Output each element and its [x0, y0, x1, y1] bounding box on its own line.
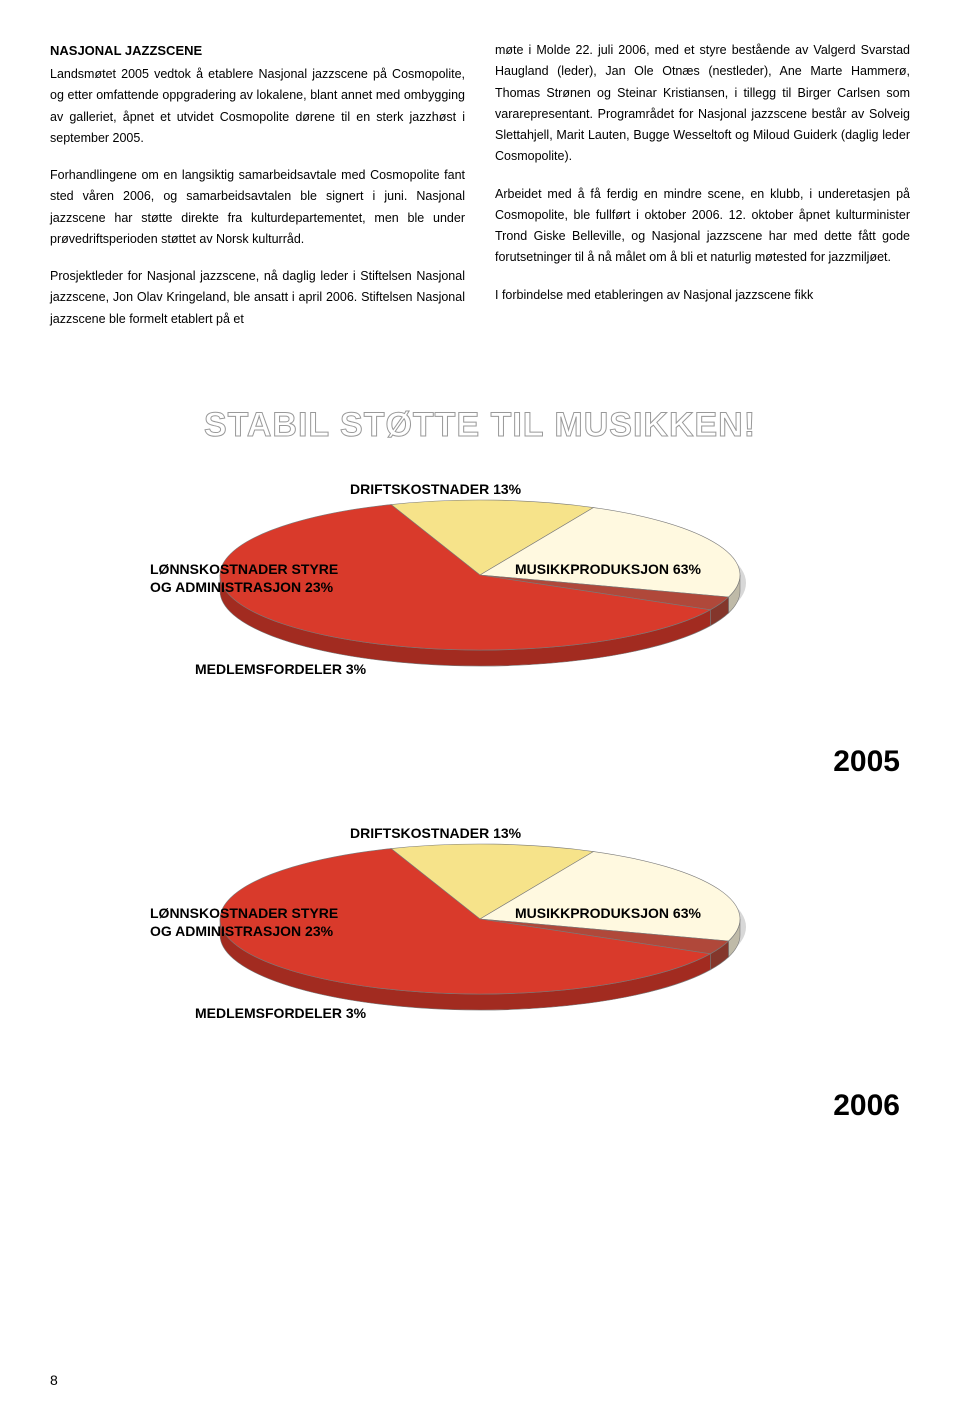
right-column: møte i Molde 22. juli 2006, med et styre… [495, 40, 910, 346]
label-lonn-line1: LØNNSKOSTNADER STYRE [150, 905, 338, 921]
label-lonn: LØNNSKOSTNADER STYRE OG ADMINISTRASJON 2… [150, 904, 338, 940]
text-columns: NASJONAL JAZZSCENE Landsmøtet 2005 vedto… [50, 40, 910, 346]
paragraph: Landsmøtet 2005 vedtok å etablere Nasjon… [50, 64, 465, 149]
page-number: 8 [50, 1372, 58, 1388]
label-drift: DRIFTSKOSTNADER 13% [350, 824, 521, 842]
paragraph: Prosjektleder for Nasjonal jazzscene, nå… [50, 266, 465, 330]
left-column: NASJONAL JAZZSCENE Landsmøtet 2005 vedto… [50, 40, 465, 346]
label-lonn-line2: OG ADMINISTRASJON 23% [150, 923, 333, 939]
section-heading: NASJONAL JAZZSCENE [50, 40, 465, 62]
label-lonn-line1: LØNNSKOSTNADER STYRE [150, 561, 338, 577]
paragraph: møte i Molde 22. juli 2006, med et styre… [495, 40, 910, 168]
label-lonn-line2: OG ADMINISTRASJON 23% [150, 579, 333, 595]
label-lonn: LØNNSKOSTNADER STYRE OG ADMINISTRASJON 2… [150, 560, 338, 596]
paragraph: Forhandlingene om en langsiktig samarbei… [50, 165, 465, 250]
label-musikk: MUSIKKPRODUKSJON 63% [515, 560, 701, 578]
label-medlem: MEDLEMSFORDELER 3% [195, 660, 366, 678]
label-medlem: MEDLEMSFORDELER 3% [195, 1004, 366, 1022]
label-musikk: MUSIKKPRODUKSJON 63% [515, 904, 701, 922]
outline-title: STABIL STØTTE TIL MUSIKKEN! [50, 406, 910, 445]
label-drift: DRIFTSKOSTNADER 13% [350, 480, 521, 498]
pie-chart-2005: DRIFTSKOSTNADER 13% LØNNSKOSTNADER STYRE… [120, 475, 840, 705]
paragraph: I forbindelse med etableringen av Nasjon… [495, 285, 910, 306]
pie-chart-2006: DRIFTSKOSTNADER 13% LØNNSKOSTNADER STYRE… [120, 819, 840, 1049]
year-2006: 2006 [833, 1089, 900, 1123]
year-2005: 2005 [833, 745, 900, 779]
paragraph: Arbeidet med å få ferdig en mindre scene… [495, 184, 910, 269]
year-row-2005: 2005 [60, 745, 900, 779]
year-row-2006: 2006 [60, 1089, 900, 1123]
